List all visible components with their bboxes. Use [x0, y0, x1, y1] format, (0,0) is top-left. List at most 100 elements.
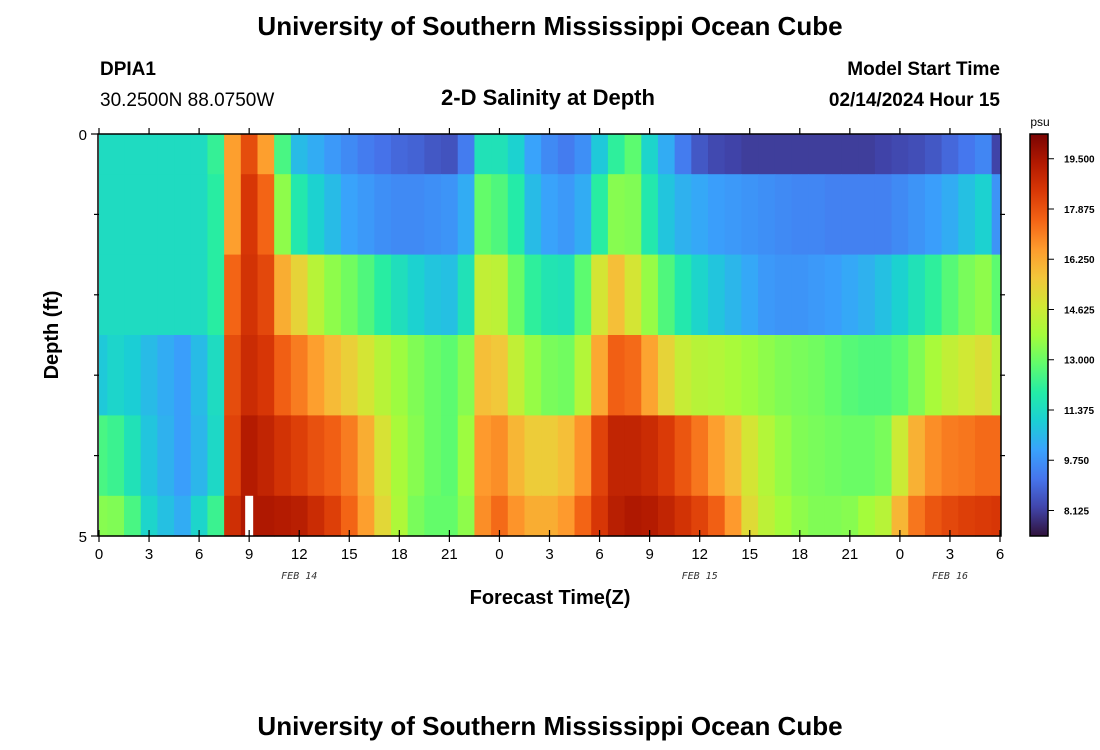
heatmap-cell — [441, 415, 459, 497]
colorbar-tick-label: 17.875 — [1064, 205, 1095, 216]
heatmap-cell — [991, 254, 1001, 336]
heatmap-cell — [991, 174, 1001, 256]
heatmap-cell — [841, 495, 859, 537]
heatmap-cell — [224, 335, 242, 416]
heatmap-cell — [657, 415, 676, 497]
heatmap-cell — [657, 335, 676, 416]
heatmap-cell — [274, 254, 292, 336]
heatmap-cell — [157, 415, 175, 497]
heatmap-cell — [674, 415, 692, 497]
heatmap-cell — [307, 254, 325, 336]
heatmap-cell — [858, 174, 876, 256]
heatmap-cell — [374, 495, 392, 537]
heatmap-cell — [224, 415, 242, 497]
x-tick-label: 12 — [691, 546, 708, 563]
heatmap-cell — [591, 415, 609, 497]
heatmap-cell — [507, 174, 526, 256]
heatmap-cell — [741, 495, 759, 537]
heatmap-cell — [791, 134, 809, 175]
heatmap-cell — [357, 174, 375, 256]
heatmap-cell — [190, 134, 209, 175]
heatmap-cell — [574, 415, 592, 497]
heatmap-cell — [407, 174, 425, 256]
y-axis: 05 — [79, 127, 1005, 546]
heatmap-cell — [340, 335, 359, 416]
heatmap-cell — [107, 335, 125, 416]
heatmap-cell — [574, 134, 592, 175]
model-start-time: 02/14/2024 Hour 15 — [829, 90, 1001, 111]
heatmap-cell — [974, 174, 993, 256]
x-tick-label: 3 — [946, 546, 954, 563]
heatmap-cell — [207, 174, 225, 256]
heatmap-cell — [390, 134, 409, 175]
heatmap-cell — [390, 254, 409, 336]
heatmap-cell — [674, 495, 692, 537]
heatmap-cell — [157, 335, 175, 416]
heatmap-cell — [974, 415, 993, 497]
heatmap-cell — [607, 335, 626, 416]
x-tick-label: 15 — [741, 546, 758, 563]
heatmap-cell — [140, 415, 158, 497]
heatmap-cell — [99, 335, 108, 416]
heatmap-cell — [407, 254, 425, 336]
heatmap-cell — [674, 134, 692, 175]
heatmap-cell — [407, 134, 425, 175]
heatmap-cell — [257, 415, 275, 497]
heatmap-cell — [140, 174, 158, 256]
heatmap-cell — [224, 174, 242, 256]
heatmap-cell — [741, 415, 759, 497]
colorbar-tick-label: 13.000 — [1064, 356, 1095, 367]
heatmap-cell — [758, 415, 776, 497]
heatmap-cell — [824, 335, 843, 416]
heatmap-cell — [758, 495, 776, 537]
heatmap-cell — [874, 174, 893, 256]
heatmap-cell — [474, 495, 492, 537]
heatmap-cell — [307, 335, 325, 416]
heatmap-cell — [941, 415, 959, 497]
x-tick-label: 9 — [645, 546, 653, 563]
heatmap-cell — [441, 254, 459, 336]
heatmap-cell — [257, 495, 275, 537]
heatmap-cell — [290, 495, 309, 537]
heatmap-cell — [324, 415, 342, 497]
heatmap-cell — [424, 335, 442, 416]
heatmap-cell — [174, 174, 192, 256]
heatmap-cell — [657, 495, 676, 537]
heatmap-cell — [441, 134, 459, 175]
heatmap-cell — [641, 415, 659, 497]
heatmap-cell — [891, 174, 909, 256]
heatmap-cell — [174, 495, 192, 537]
heatmap-cell — [340, 495, 359, 537]
x-tick-label: 3 — [545, 546, 553, 563]
heatmap-cell — [541, 134, 559, 175]
heatmap-cell — [107, 134, 125, 175]
heatmap-cell — [908, 415, 926, 497]
heatmap-cell — [307, 174, 325, 256]
heatmap-cell — [357, 254, 375, 336]
heatmap-cell — [474, 134, 492, 175]
heatmap-cell — [140, 254, 158, 336]
heatmap-cell — [991, 335, 1001, 416]
heatmap-cell — [858, 335, 876, 416]
heatmap-cell — [99, 495, 108, 537]
heatmap-cell — [274, 495, 292, 537]
heatmap-cell — [190, 174, 209, 256]
heatmap-cell — [457, 415, 476, 497]
x-tick-label: 21 — [441, 546, 458, 563]
heatmap-cell — [557, 495, 576, 537]
x-tick-label: 15 — [341, 546, 358, 563]
salinity-heatmap — [99, 134, 1001, 537]
heatmap-cell — [758, 174, 776, 256]
heatmap-cell — [908, 335, 926, 416]
heatmap-cell — [724, 335, 742, 416]
heatmap-cell — [708, 174, 726, 256]
heatmap-cell — [174, 335, 192, 416]
heatmap-cell — [808, 415, 826, 497]
heatmap-cell — [691, 134, 709, 175]
heatmap-cell — [457, 254, 476, 336]
x-tick-label: 0 — [495, 546, 503, 563]
heatmap-cell — [791, 254, 809, 336]
colorbar-tick-label: 14.625 — [1064, 305, 1095, 316]
heatmap-cell — [624, 335, 642, 416]
